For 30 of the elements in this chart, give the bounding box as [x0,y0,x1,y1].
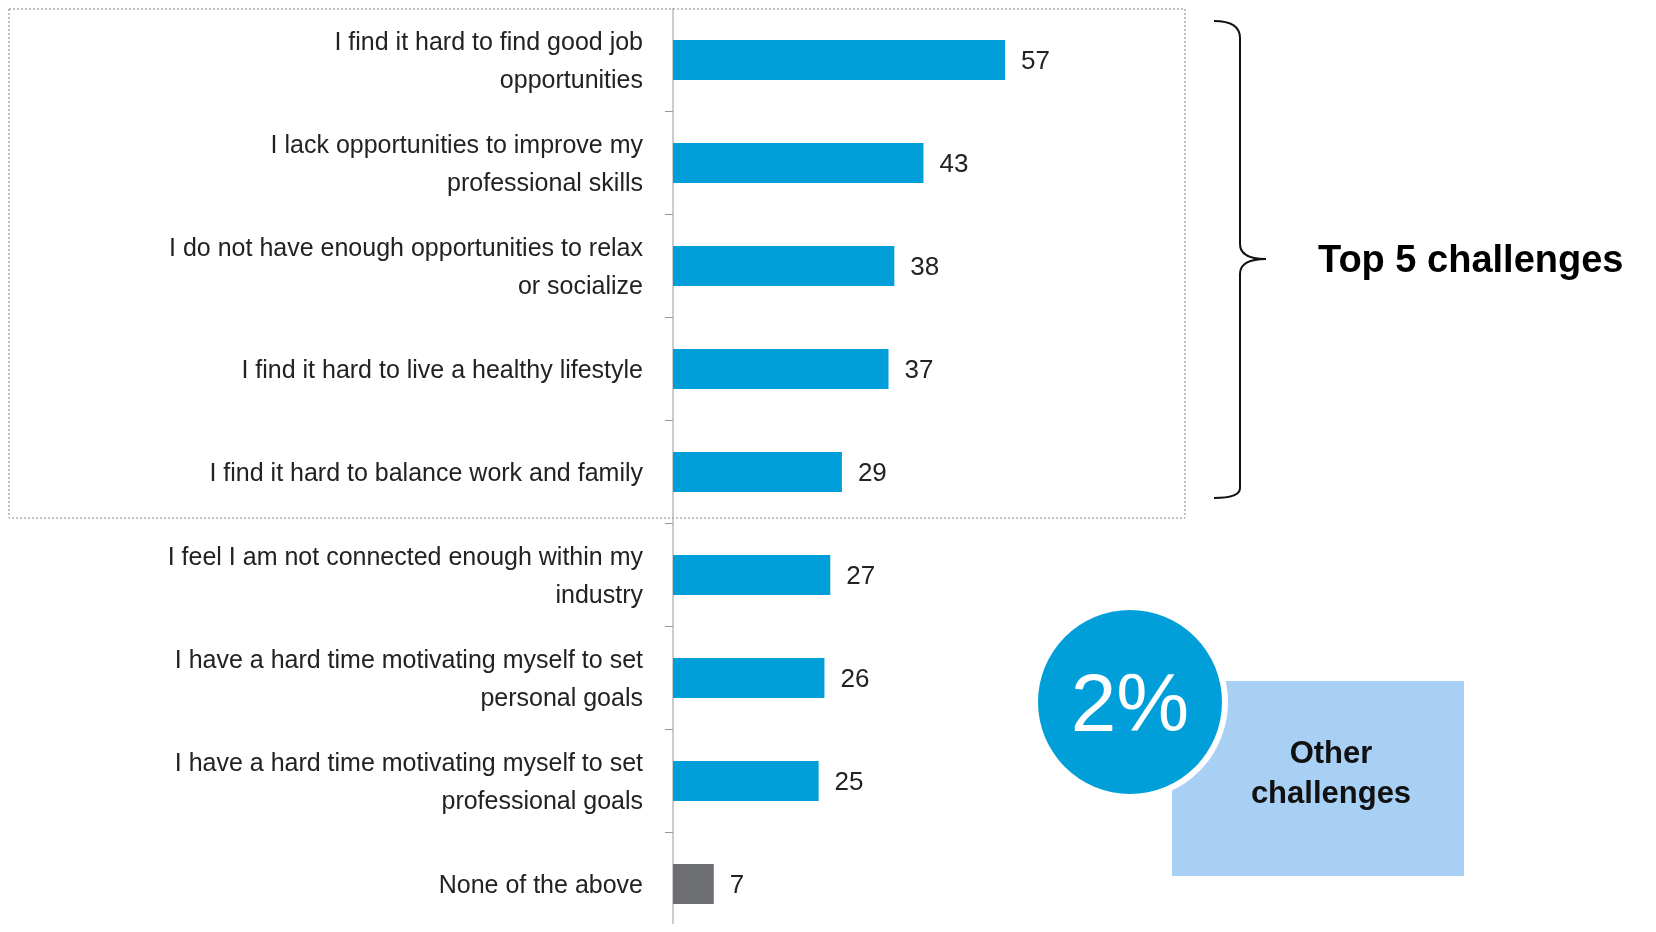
data-label: 26 [840,663,870,694]
bar [673,143,924,183]
y-tick-label: I find it hard to balance work and family [209,457,644,486]
data-label: 25 [834,766,864,797]
data-label: 27 [846,560,876,591]
data-label: 37 [904,354,934,385]
y-tick-label: I have a hard time motivating myself to set professional goals [174,747,644,814]
data-label: 29 [857,457,887,488]
y-tick-label: None of the above [438,869,643,898]
bar [673,761,819,801]
y-tick-label: I find it hard to find good job opportunities [334,26,643,93]
y-tick-label: I do not have enough opportunities to relax or socialize [169,232,644,299]
bar [673,246,895,286]
bar [673,349,889,389]
bar [673,555,831,595]
data-label: 7 [729,869,745,900]
text: 2% [1070,656,1190,748]
y-tick-label: I lack opportunities to improve my professional skills [270,129,644,196]
y-tick-label: I have a hard time motivating myself to set personal goals [174,644,644,711]
data-label: 43 [939,148,969,179]
text: Top 5 challenges [1318,238,1624,281]
data-label: 57 [1021,45,1050,76]
bar [673,40,1005,80]
bar [673,864,714,904]
y-tick-label: I find it hard to live a healthy lifestyle [241,354,643,383]
text: Other challenges [1250,735,1412,810]
y-tick-label: I feel I am not connected enough within my industry [167,541,644,608]
data-label: 38 [910,251,940,282]
bar [673,658,825,698]
bar [673,452,842,492]
